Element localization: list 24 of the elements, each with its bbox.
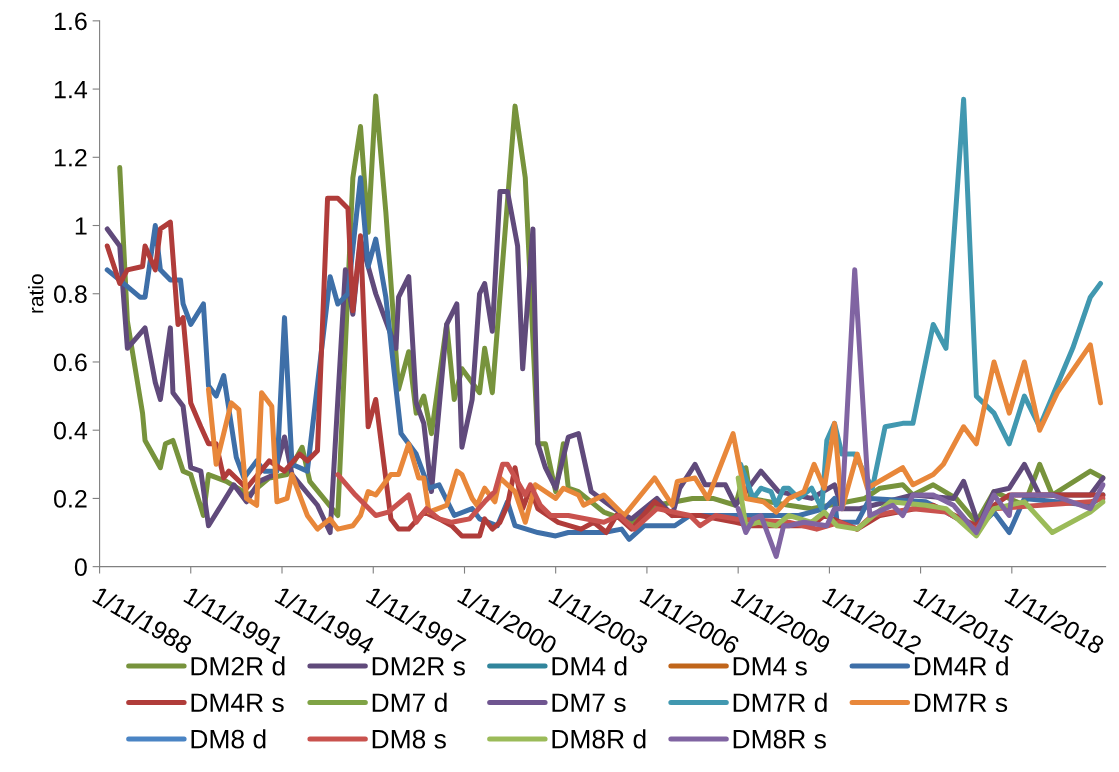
legend-label: DM8R d <box>552 729 646 749</box>
y-tick-label: 0.4 <box>54 421 88 440</box>
legend-label: DM4 s <box>733 657 807 676</box>
legend-label: DM4R s <box>191 693 284 713</box>
y-tick-label: 0 <box>74 558 87 576</box>
y-tick-label: 0.6 <box>54 353 87 372</box>
y-tick-label: 0.8 <box>54 285 87 304</box>
legend-label: DM7R s <box>914 693 1008 713</box>
y-tick-label: 1.6 <box>54 12 87 31</box>
y-tick-label: 0.2 <box>54 490 87 508</box>
y-tick-label: 1 <box>75 217 87 235</box>
y-tick-label: 1.4 <box>54 80 88 99</box>
legend-label: DM4 d <box>552 656 627 676</box>
legend-label: DM8 d <box>191 729 266 749</box>
legend-label: DM7 d <box>372 692 447 713</box>
y-tick-label: 1.2 <box>54 148 87 167</box>
legend-label: DM7R d <box>733 692 827 713</box>
legend-label: DM4R d <box>914 656 1008 676</box>
legend-label: DM7 s <box>552 693 626 713</box>
legend-label: DM2R d <box>191 656 285 676</box>
y-axis-title: ratio <box>28 274 44 313</box>
legend-label: DM8 s <box>372 729 446 749</box>
legend-label: DM2R s <box>372 656 465 676</box>
legend-label: DM8R s <box>733 729 826 749</box>
